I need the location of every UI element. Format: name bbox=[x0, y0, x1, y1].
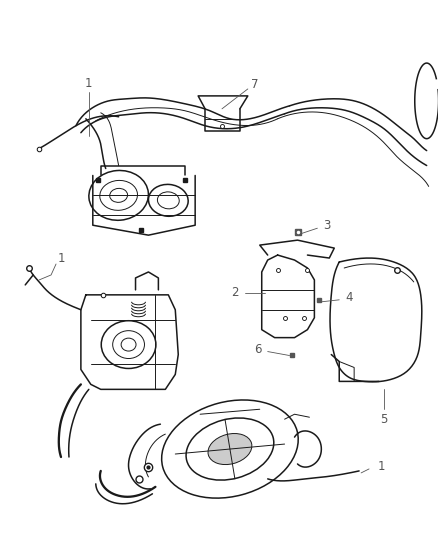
Text: 5: 5 bbox=[379, 413, 387, 426]
Text: 4: 4 bbox=[345, 292, 352, 304]
Text: 7: 7 bbox=[251, 78, 258, 92]
Text: 2: 2 bbox=[231, 286, 238, 300]
Text: 1: 1 bbox=[376, 461, 384, 473]
Text: 6: 6 bbox=[254, 343, 261, 356]
Text: 1: 1 bbox=[57, 252, 65, 264]
Ellipse shape bbox=[208, 433, 251, 465]
Text: 1: 1 bbox=[85, 77, 92, 91]
Text: 3: 3 bbox=[323, 219, 330, 232]
